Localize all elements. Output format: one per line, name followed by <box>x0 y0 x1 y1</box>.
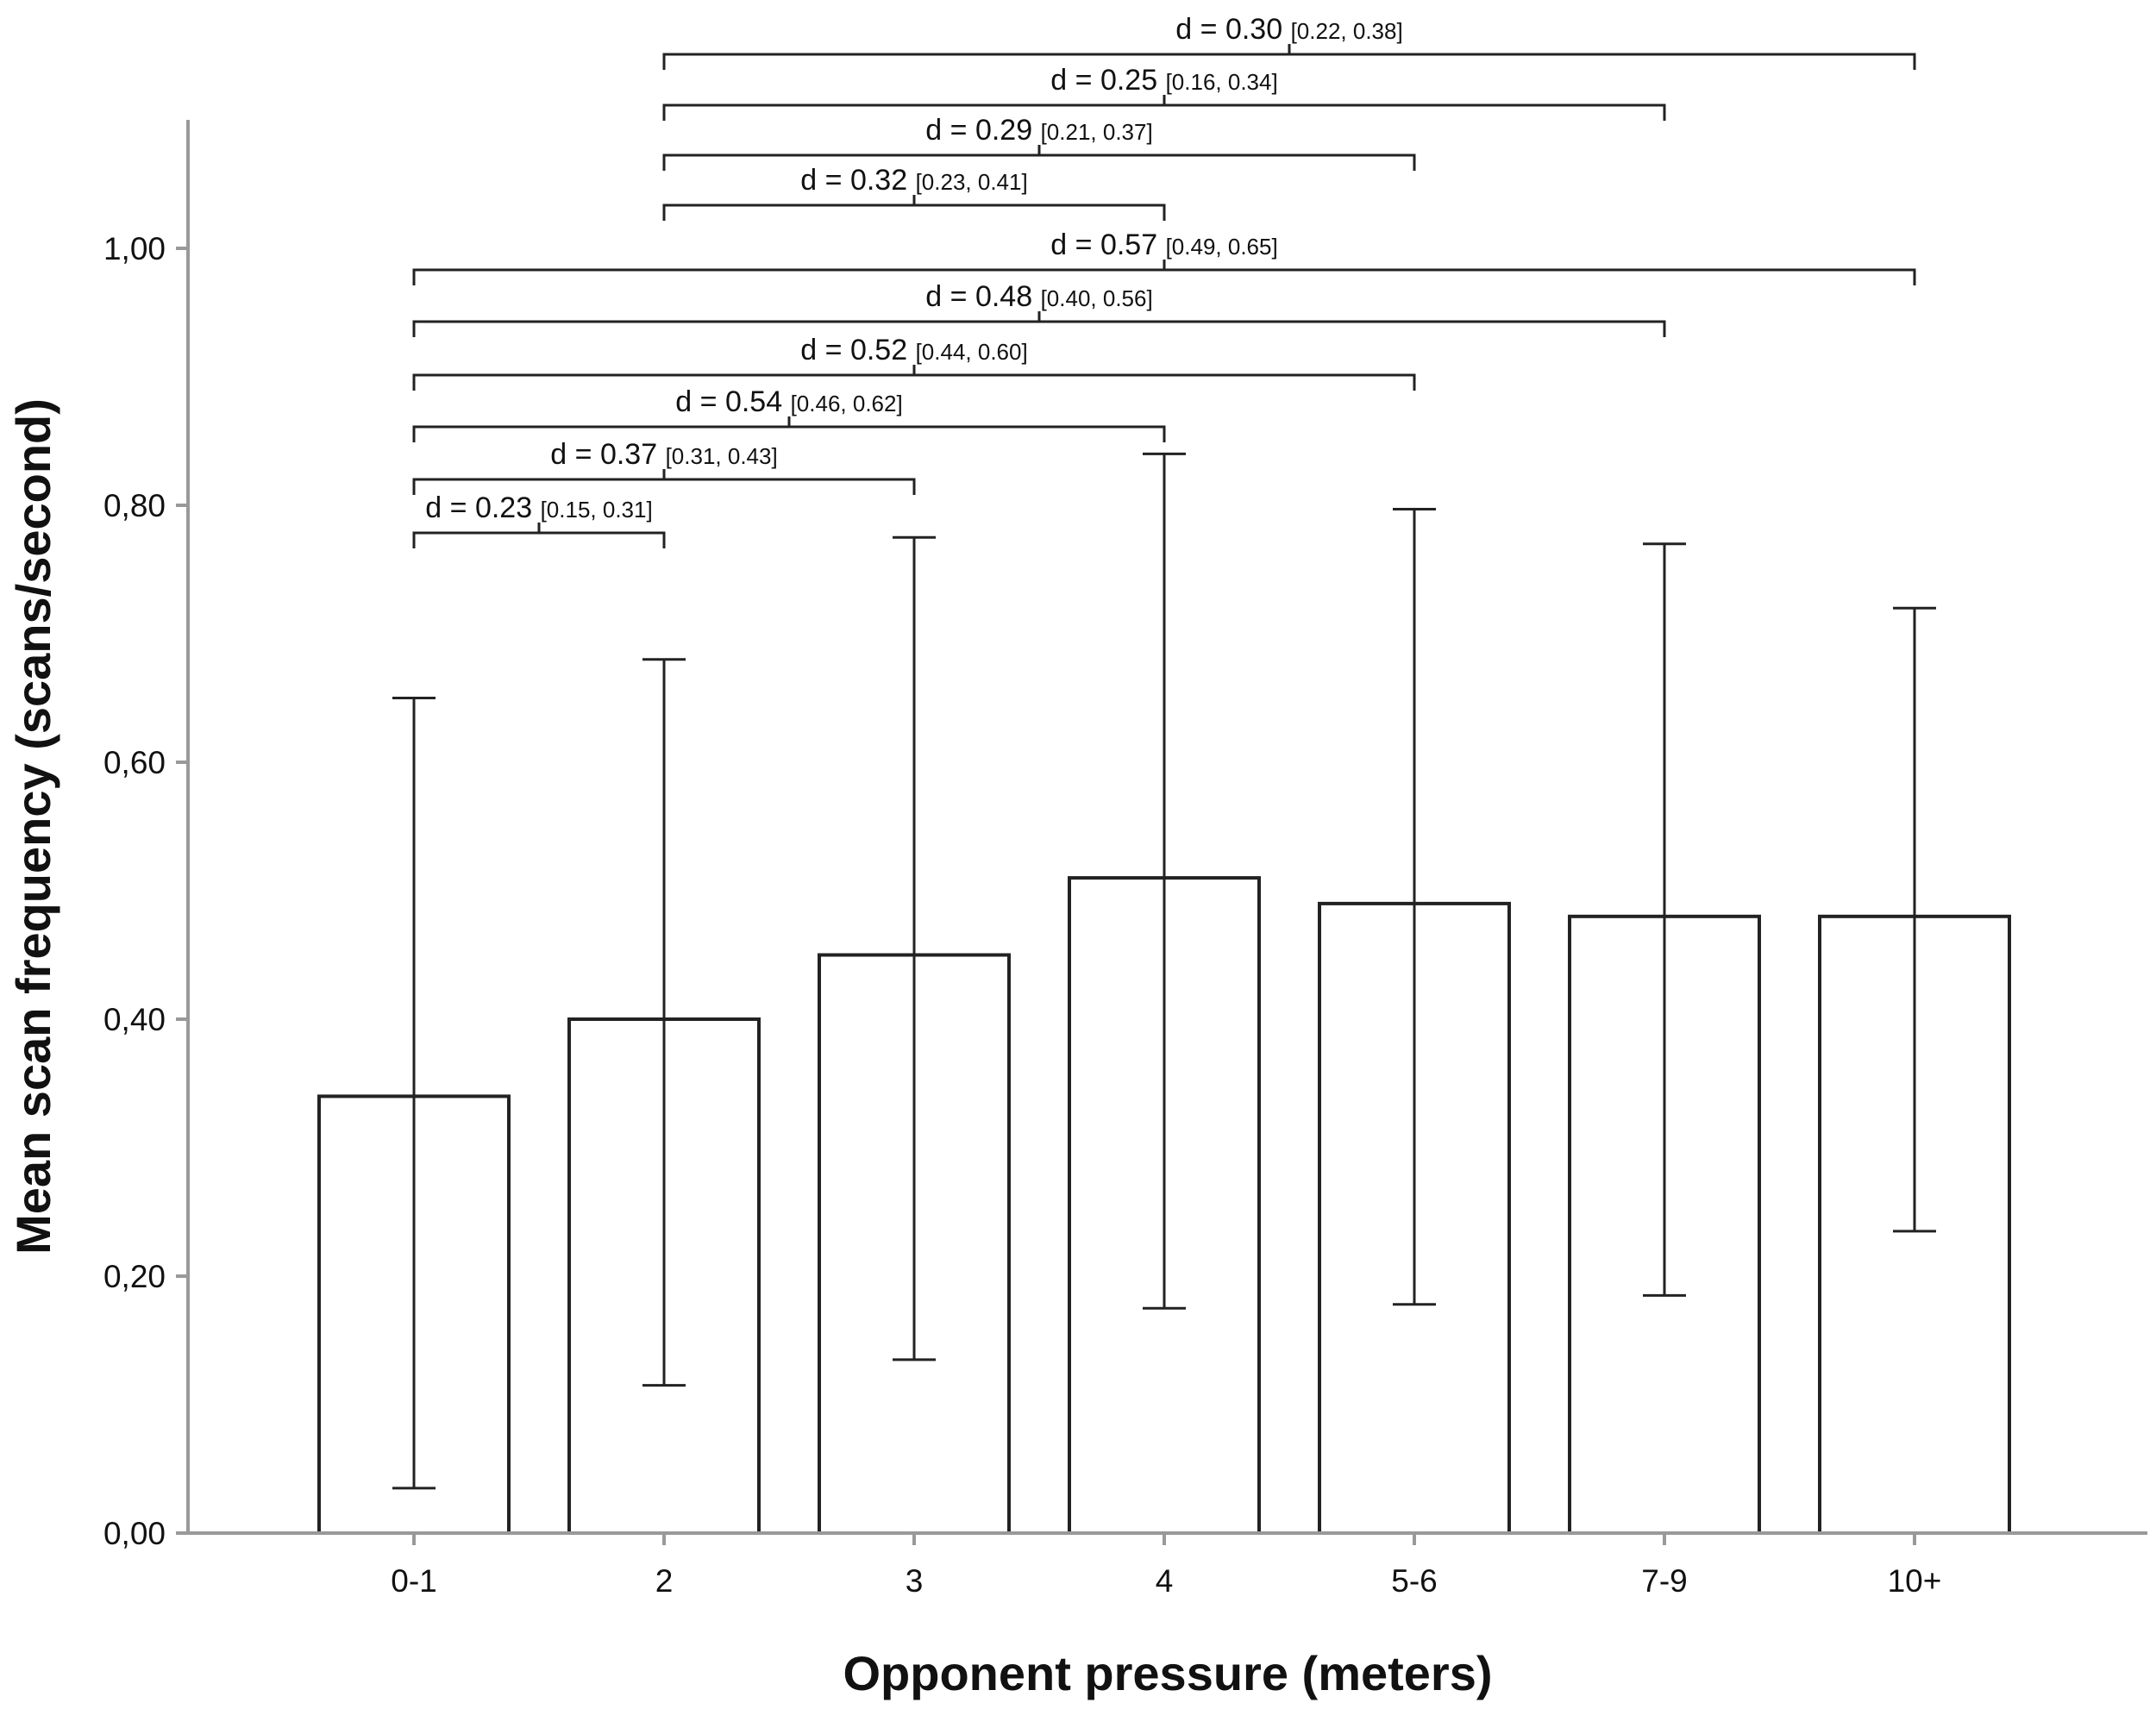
x-tick-label: 4 <box>1156 1563 1174 1599</box>
y-axis-title: Mean scan frequency (scans/second) <box>6 398 60 1255</box>
error-bar <box>1393 507 1436 1306</box>
x-tick-label: 2 <box>655 1563 674 1599</box>
y-tick-label: 1,00 <box>103 231 166 266</box>
effect-size-label: d = 0.57 [0.49, 0.65] <box>1050 228 1277 261</box>
effect-size-label: d = 0.54 [0.46, 0.62] <box>675 385 902 418</box>
effect-size-label: d = 0.37 [0.31, 0.43] <box>550 438 777 471</box>
error-bar <box>1643 542 1686 1297</box>
error-bar <box>1893 606 1936 1233</box>
x-axis-title: Opponent pressure (meters) <box>843 1646 1492 1700</box>
effect-size-bracket: d = 0.30 [0.22, 0.38] <box>662 13 1916 70</box>
effect-size-label: d = 0.23 [0.15, 0.31] <box>425 491 652 524</box>
effect-size-label: d = 0.25 [0.16, 0.34] <box>1050 64 1277 97</box>
error-bar <box>392 697 436 1490</box>
effect-size-bracket: d = 0.54 [0.46, 0.62] <box>412 385 1166 442</box>
effect-size-bracket: d = 0.52 [0.44, 0.60] <box>412 334 1416 391</box>
effect-size-label: d = 0.29 [0.21, 0.37] <box>925 114 1152 147</box>
x-tick-label: 7-9 <box>1641 1563 1687 1599</box>
axes-layer <box>186 120 2147 1535</box>
effect-size-label: d = 0.52 [0.44, 0.60] <box>800 334 1027 366</box>
effect-size-bracket: d = 0.32 [0.23, 0.41] <box>662 164 1166 221</box>
x-ticks-layer: 0-1 2 3 4 5-6 7-9 10+ <box>391 1533 1941 1599</box>
x-tick-label: 0-1 <box>391 1563 436 1599</box>
x-tick-label: 5-6 <box>1391 1563 1437 1599</box>
effect-size-label: d = 0.30 [0.22, 0.38] <box>1175 13 1402 46</box>
error-bar <box>642 658 686 1387</box>
y-ticks-layer: 0,00 0,20 0,40 0,60 0,80 1,00 <box>103 231 188 1551</box>
error-bars-layer <box>392 452 1936 1490</box>
effect-size-bracket: d = 0.57 [0.49, 0.65] <box>412 228 1916 285</box>
y-tick-label: 0,20 <box>103 1259 166 1294</box>
effect-size-label: d = 0.32 [0.23, 0.41] <box>800 164 1027 197</box>
effect-size-bracket: d = 0.37 [0.31, 0.43] <box>412 438 916 495</box>
effect-size-bracket: d = 0.23 [0.15, 0.31] <box>412 491 666 548</box>
y-tick-label: 0,60 <box>103 745 166 780</box>
y-tick-label: 0,40 <box>103 1002 166 1037</box>
error-bar <box>893 535 936 1362</box>
effect-size-bracket: d = 0.48 [0.40, 0.56] <box>412 280 1666 337</box>
error-bar <box>1143 452 1186 1310</box>
effect-size-bracket: d = 0.29 [0.21, 0.37] <box>662 114 1416 171</box>
y-tick-label: 0,00 <box>103 1516 166 1551</box>
effect-size-annotations: d = 0.23 [0.15, 0.31] d = 0.37 [0.31, 0.4… <box>412 13 1916 548</box>
x-tick-label: 3 <box>906 1563 924 1599</box>
y-tick-label: 0,80 <box>103 488 166 523</box>
x-tick-label: 10+ <box>1888 1563 1942 1599</box>
effect-size-bracket: d = 0.25 [0.16, 0.34] <box>662 64 1666 121</box>
effect-size-label: d = 0.48 [0.40, 0.56] <box>925 280 1152 313</box>
